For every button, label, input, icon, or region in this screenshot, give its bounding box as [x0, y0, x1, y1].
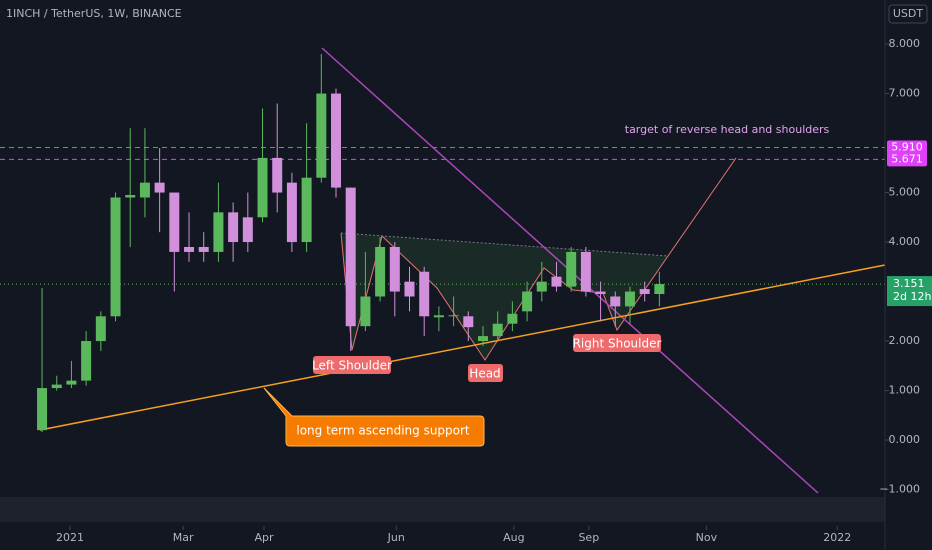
candle-body: [242, 217, 253, 243]
last-price-label: 3.151: [893, 277, 925, 290]
candle-body: [110, 197, 121, 317]
candle-body: [566, 251, 577, 287]
annotation-support: long term ascending support: [263, 387, 485, 447]
y-tick-label: −1.000: [879, 483, 920, 496]
candle-body: [580, 251, 591, 292]
candle-body: [551, 276, 562, 287]
candle-body: [169, 192, 180, 252]
candle-body: [654, 284, 665, 295]
annotation: Head: [469, 367, 500, 381]
annotation-right-shoulder: Right Shoulder: [573, 334, 662, 352]
candle-body: [184, 246, 195, 252]
candle-body: [257, 157, 268, 218]
label-box: [573, 334, 661, 352]
support-line: [39, 264, 886, 431]
x-tick-label: 2021: [56, 531, 84, 544]
annotation: long term ascending support: [296, 424, 470, 438]
candle-body: [198, 246, 209, 252]
y-tick-label: 5.000: [889, 186, 921, 199]
x-tick-label: Aug: [503, 531, 524, 544]
currency: USDT: [893, 7, 924, 20]
candle-body: [389, 246, 400, 292]
candle-body: [228, 212, 239, 243]
y-tick-label: 8.000: [889, 37, 921, 50]
candle-body: [272, 157, 283, 193]
y-tick-label: 4.000: [889, 235, 921, 248]
neckline: [340, 232, 669, 257]
label-box: [313, 356, 391, 374]
chart-title: 1INCH / TetherUS, 1W, BINANCE: [6, 7, 182, 20]
candle-body: [507, 313, 518, 324]
candle-body: [316, 93, 327, 178]
candle-body: [331, 93, 342, 188]
x-tick-label: Mar: [173, 531, 194, 544]
x-tick-label: Sep: [578, 531, 599, 544]
candle-body: [448, 315, 459, 317]
annotation-left-shoulder: Left Shoulder: [312, 356, 392, 374]
x-tick-label: Nov: [696, 531, 718, 544]
candle-body: [595, 291, 606, 295]
last-price-tag: [887, 276, 932, 307]
candle-body: [463, 316, 474, 328]
candle-body: [301, 177, 312, 243]
annotation-target: target of reverse head and shoulders: [625, 123, 830, 136]
candle-body: [154, 182, 165, 193]
y-tick-label: 1.000: [889, 384, 921, 397]
level-label: 5.671: [891, 152, 923, 165]
candle-body: [51, 384, 62, 389]
x-tick-label: Apr: [254, 531, 274, 544]
candle-body: [139, 182, 150, 198]
candle-body: [66, 380, 77, 385]
candle-body: [419, 271, 430, 317]
annotation: Left Shoulder: [312, 359, 392, 373]
currency-box: [888, 4, 928, 24]
candle-body: [286, 182, 297, 243]
y-tick-label: 2.000: [889, 334, 921, 347]
candle-body: [404, 281, 415, 297]
candle-body: [639, 289, 650, 295]
candle-body: [375, 246, 386, 297]
candle-body: [433, 315, 444, 318]
candle-body: [360, 296, 371, 327]
y-tick-label: 0.000: [889, 433, 921, 446]
annotation: Right Shoulder: [573, 337, 662, 351]
candle-body: [492, 323, 503, 337]
candle-body: [81, 341, 92, 381]
candle-body: [477, 336, 488, 342]
level-tag: [887, 152, 927, 167]
countdown: 2d 12h: [893, 290, 931, 303]
level-label: 5.910: [891, 141, 923, 154]
label-box: [468, 364, 503, 382]
annotation-head: Head: [468, 364, 503, 382]
candle-body: [125, 195, 136, 198]
candle-body: [37, 388, 48, 431]
candle-body: [95, 316, 106, 342]
candle-body: [610, 296, 621, 307]
callout-box: [263, 387, 485, 447]
candle-body: [345, 187, 356, 327]
candle-body: [213, 212, 224, 252]
candle-body: [624, 291, 635, 307]
x-tick-label: Jun: [387, 531, 405, 544]
candle-body: [522, 291, 533, 312]
x-tick-label: 2022: [823, 531, 851, 544]
y-tick-label: 7.000: [889, 87, 921, 100]
candle-body: [536, 281, 547, 292]
indicator-panel: [0, 497, 885, 522]
level-tag: [887, 140, 927, 155]
